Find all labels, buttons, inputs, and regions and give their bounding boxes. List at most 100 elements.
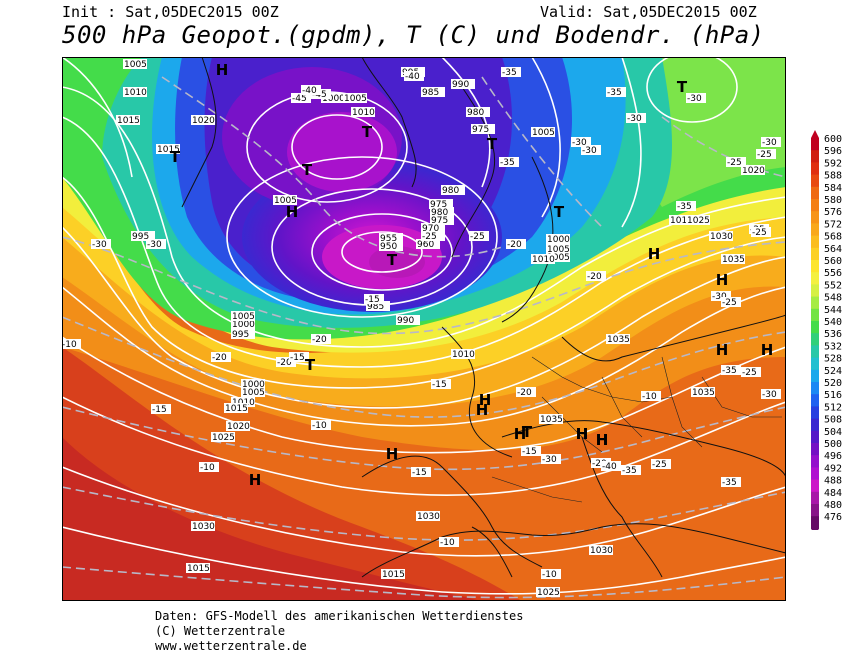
isobar-label: 1010 [532, 255, 555, 265]
temperature-label: -30 [582, 146, 597, 156]
temperature-label-bg [404, 71, 424, 81]
colorbar-level-label: 572 [824, 219, 842, 230]
colorbar-level-label: 520 [824, 378, 842, 389]
isobar-label: 1000 [547, 235, 570, 245]
colorbar-swatch [811, 235, 819, 249]
colorbar-level-label: 576 [824, 207, 842, 218]
isobar-label: 1005 [232, 312, 255, 322]
isobar-label-bg [430, 207, 454, 217]
temperature-label: -30 [627, 114, 642, 124]
temperature-label-bg [521, 446, 541, 456]
isobar-label-bg [231, 311, 255, 321]
high-pressure-marker: H [596, 431, 609, 449]
valid-time: Valid: Sat,05DEC2015 00Z [540, 3, 757, 21]
isobar-label: 980 [442, 186, 459, 196]
isobar-label: 995 [132, 232, 149, 242]
isobar-label-bg [421, 223, 445, 233]
isobar-label: 1035 [692, 388, 715, 398]
colorbar-level-label: 516 [824, 390, 842, 401]
isobar-label: 1015 [225, 404, 248, 414]
isobar-label: 1020 [227, 422, 250, 432]
high-pressure-marker: H [648, 245, 661, 263]
isobar-label: 975 [431, 216, 448, 226]
temperature-label: -30 [572, 138, 587, 148]
isobar-label: 1005 [274, 196, 297, 206]
colorbar-swatches [811, 130, 819, 530]
colorbar-swatch [811, 516, 819, 529]
isobar-label: 1000 [232, 320, 255, 330]
isobar-label: 1010 [124, 88, 147, 98]
temperature-label: -20 [587, 272, 602, 282]
temperature-label-bg [621, 465, 641, 475]
isobar-label: 985 [367, 302, 384, 312]
isobar-label: 1030 [417, 512, 440, 522]
isobar-label: 1005 [547, 253, 570, 263]
temperature-label: -20 [592, 459, 607, 469]
isobar-label-bg [691, 387, 715, 397]
temperature-label: -30 [762, 390, 777, 400]
isobar-label-bg [709, 231, 733, 241]
temperature-label-bg [311, 420, 331, 430]
credits-copyright: (C) Wetterzentrale [155, 624, 286, 638]
africa-coast [361, 523, 786, 578]
isobar-label: 990 [452, 80, 469, 90]
colorbar-swatch [811, 382, 819, 395]
temperature-label-bg [541, 454, 561, 464]
isobar-label: 1015 [117, 116, 140, 126]
temperature-label-bg [506, 239, 526, 249]
map-frame [62, 57, 786, 601]
temperature-label: -25 [470, 232, 485, 242]
isobar-label: 1025 [537, 588, 560, 598]
colorbar-swatch [811, 394, 819, 407]
temperature-label: -25 [422, 232, 437, 242]
isobar-label: 1030 [710, 232, 733, 242]
isobar-label-bg [191, 115, 215, 125]
isobar-label-bg [321, 93, 345, 103]
isobar-label-bg [531, 254, 555, 264]
temperature-label: -20 [312, 335, 327, 345]
credits-website[interactable]: www.wetterzentrale.de [155, 639, 307, 653]
isobar-label: 1005 [547, 245, 570, 255]
isobar-label: 970 [422, 224, 439, 234]
temperature-label-bg [606, 87, 626, 97]
temperature-label: -15 [365, 295, 380, 305]
temperature-label: -40 [602, 462, 617, 472]
temperature-label: -35 [622, 466, 637, 476]
colorbar-level-label: 524 [824, 366, 842, 377]
isobar-label-bg [471, 124, 495, 134]
colorbar-level-label: 548 [824, 293, 842, 304]
temperature-label-bg [146, 239, 166, 249]
temperature-label-bg [756, 149, 776, 159]
low-pressure-marker: T [302, 161, 313, 179]
temperature-label: -10 [200, 463, 215, 473]
temperature-label: -15 [412, 468, 427, 478]
map-title: 500 hPa Geopot.(gpdm), T (C) und Bodendr… [62, 21, 765, 49]
temperature-label: -25 [757, 150, 772, 160]
colorbar-swatch [811, 321, 819, 334]
temperature-label-bg [431, 379, 451, 389]
temperature-label-bg [586, 271, 606, 281]
temperature-label: -35 [500, 158, 515, 168]
isobar-label: 980 [431, 208, 448, 218]
colorbar-top-arrow [811, 130, 819, 138]
temperature-label: -30 [762, 138, 777, 148]
colorbar-swatch [811, 284, 819, 298]
colorbar-level-label: 500 [824, 439, 842, 450]
temperature-label-bg [571, 137, 591, 147]
temperature-label: -10 [542, 570, 557, 580]
temperature-label-bg [364, 294, 384, 304]
colorbar-swatch [811, 491, 819, 505]
colorbar-level-label: 504 [824, 427, 842, 438]
isobar-label-bg [226, 421, 250, 431]
temperature-label: -10 [642, 392, 657, 402]
low-pressure-marker: T [362, 123, 373, 141]
temperature-label-bg [501, 67, 521, 77]
colorbar-level-label: 496 [824, 451, 842, 462]
temperature-label-bg [211, 352, 231, 362]
init-time: Init : Sat,05DEC2015 00Z [62, 3, 279, 21]
high-pressure-marker: H [476, 401, 489, 419]
temperature-label: -20 [212, 353, 227, 363]
colorbar-level-label: 580 [824, 195, 842, 206]
temperature-label-bg [721, 365, 741, 375]
